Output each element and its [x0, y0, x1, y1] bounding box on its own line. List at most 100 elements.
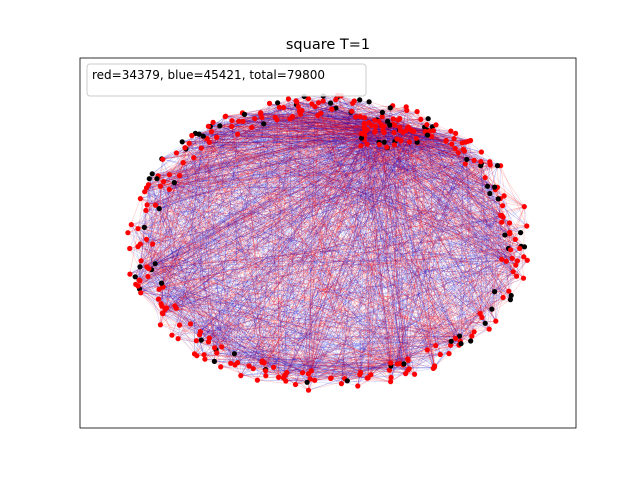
network-edge: [129, 273, 201, 332]
network-edge: [149, 130, 366, 179]
network-edge: [155, 137, 217, 264]
network-edge: [195, 133, 364, 135]
network-edge: [263, 123, 398, 140]
network-edge: [364, 110, 407, 118]
network-edge: [405, 130, 507, 262]
network-edge: [220, 142, 380, 368]
network-edge: [144, 225, 527, 228]
network-edge: [148, 165, 501, 185]
network-edge: [240, 375, 311, 380]
network-edge: [138, 124, 395, 281]
network-edge: [182, 138, 208, 163]
network-edge: [135, 276, 342, 384]
network-node: [219, 344, 225, 350]
network-edge: [237, 362, 279, 378]
network-edge: [146, 144, 368, 189]
network-edge: [219, 125, 447, 141]
network-edge: [211, 131, 486, 324]
network-edge: [127, 232, 522, 247]
network-edge: [159, 206, 525, 290]
network-edge: [427, 129, 488, 187]
network-edge: [365, 131, 517, 277]
network-edge: [140, 292, 163, 307]
network-edge: [234, 123, 264, 354]
network-edge: [158, 113, 261, 300]
network-edge: [262, 360, 391, 364]
network-edge: [367, 101, 370, 378]
network-edge: [140, 246, 525, 293]
network-edge: [190, 140, 471, 325]
network-edge: [296, 104, 506, 236]
network-edge: [179, 124, 394, 176]
network-edge: [370, 271, 514, 375]
network-edge: [341, 129, 368, 384]
network-edge: [310, 363, 401, 380]
network-edge: [146, 239, 209, 343]
network-edge: [140, 198, 475, 332]
network-node: [398, 138, 404, 144]
network-edge: [263, 123, 496, 322]
network-edge: [158, 175, 236, 365]
network-edge: [382, 126, 435, 368]
network-edge: [183, 130, 434, 163]
network-edge: [209, 335, 460, 339]
network-edge: [295, 308, 492, 385]
network-edge: [140, 189, 170, 293]
network-edge: [147, 108, 336, 206]
network-node: [159, 310, 165, 316]
network-edge: [131, 224, 231, 364]
network-node: [160, 284, 166, 290]
network-edge: [140, 198, 461, 342]
network-edge: [253, 117, 262, 369]
network-node: [508, 292, 514, 299]
network-edge: [198, 134, 287, 373]
network-edge: [127, 232, 342, 384]
network-edge: [206, 138, 514, 272]
network-edge: [386, 147, 435, 368]
network-edge: [405, 130, 522, 247]
network-edge: [162, 159, 345, 379]
network-edge: [237, 125, 372, 135]
network-edge: [216, 352, 371, 375]
network-node: [259, 114, 265, 120]
network-edge: [137, 122, 370, 287]
network-edge: [166, 162, 184, 309]
network-edge: [234, 217, 504, 366]
network-edge: [458, 187, 495, 346]
network-edge: [399, 118, 517, 277]
network-edge: [139, 130, 451, 267]
network-edge: [296, 101, 401, 364]
network-edge: [495, 165, 501, 322]
network-edge: [158, 134, 238, 290]
network-edge: [240, 367, 435, 376]
network-edge: [146, 128, 365, 189]
network-edge: [196, 248, 509, 341]
network-edge: [137, 228, 348, 381]
network-edge: [277, 102, 521, 233]
network-edge: [269, 103, 514, 272]
network-edge: [361, 133, 456, 139]
network-edge: [230, 165, 481, 364]
network-edge: [151, 130, 384, 270]
network-edge: [174, 182, 238, 363]
network-edge: [431, 136, 504, 298]
network-edge: [160, 137, 217, 325]
network-edge: [156, 178, 200, 335]
plot-title: square T=1: [286, 37, 370, 53]
network-edge: [275, 105, 393, 118]
network-edge: [238, 121, 369, 378]
network-edge: [162, 286, 197, 356]
network-edge: [317, 115, 501, 216]
network-edge: [161, 132, 385, 160]
network-edge: [182, 162, 266, 376]
network-edge: [169, 140, 471, 190]
network-edge: [286, 112, 352, 373]
network-edge: [295, 100, 309, 391]
network-edge: [182, 141, 510, 224]
network-edge: [162, 126, 209, 314]
network-node: [477, 310, 483, 317]
network-edge: [182, 162, 235, 354]
network-edge: [265, 118, 400, 371]
network-edge: [169, 189, 513, 259]
network-node: [344, 378, 350, 384]
